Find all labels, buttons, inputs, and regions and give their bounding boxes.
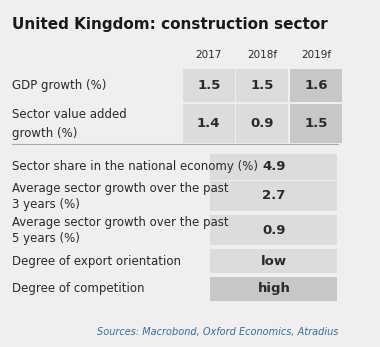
Text: 2018f: 2018f	[247, 50, 278, 60]
Text: Degree of competition: Degree of competition	[12, 282, 144, 295]
Text: 1.6: 1.6	[305, 79, 328, 92]
FancyBboxPatch shape	[183, 69, 235, 102]
Text: Average sector growth over the past: Average sector growth over the past	[12, 216, 228, 229]
Text: 0.9: 0.9	[251, 117, 274, 130]
FancyBboxPatch shape	[236, 104, 288, 143]
Text: growth (%): growth (%)	[12, 127, 77, 141]
FancyBboxPatch shape	[183, 104, 235, 143]
FancyBboxPatch shape	[211, 153, 337, 180]
Text: low: low	[261, 255, 287, 268]
Text: Sector value added: Sector value added	[12, 109, 127, 121]
FancyBboxPatch shape	[211, 249, 337, 273]
Text: 3 years (%): 3 years (%)	[12, 198, 80, 211]
Text: 0.9: 0.9	[262, 224, 286, 237]
Text: United Kingdom: construction sector: United Kingdom: construction sector	[12, 17, 328, 32]
Text: 5 years (%): 5 years (%)	[12, 232, 80, 245]
Text: Sector share in the national economy (%): Sector share in the national economy (%)	[12, 160, 258, 173]
FancyBboxPatch shape	[211, 181, 337, 211]
Text: Degree of export orientation: Degree of export orientation	[12, 255, 181, 268]
Text: Average sector growth over the past: Average sector growth over the past	[12, 182, 228, 195]
FancyBboxPatch shape	[290, 104, 342, 143]
Text: 1.5: 1.5	[305, 117, 328, 130]
Text: 1.4: 1.4	[197, 117, 220, 130]
FancyBboxPatch shape	[211, 277, 337, 301]
Text: 1.5: 1.5	[197, 79, 220, 92]
Text: 2.7: 2.7	[262, 189, 286, 202]
FancyBboxPatch shape	[236, 69, 288, 102]
FancyBboxPatch shape	[290, 69, 342, 102]
Text: Sources: Macrobond, Oxford Economics, Atradius: Sources: Macrobond, Oxford Economics, At…	[97, 327, 338, 337]
Text: high: high	[258, 282, 290, 295]
Text: 2017: 2017	[196, 50, 222, 60]
Text: 1.5: 1.5	[251, 79, 274, 92]
Text: GDP growth (%): GDP growth (%)	[12, 79, 106, 92]
FancyBboxPatch shape	[211, 215, 337, 245]
Text: 4.9: 4.9	[262, 160, 286, 173]
Text: 2019f: 2019f	[301, 50, 331, 60]
